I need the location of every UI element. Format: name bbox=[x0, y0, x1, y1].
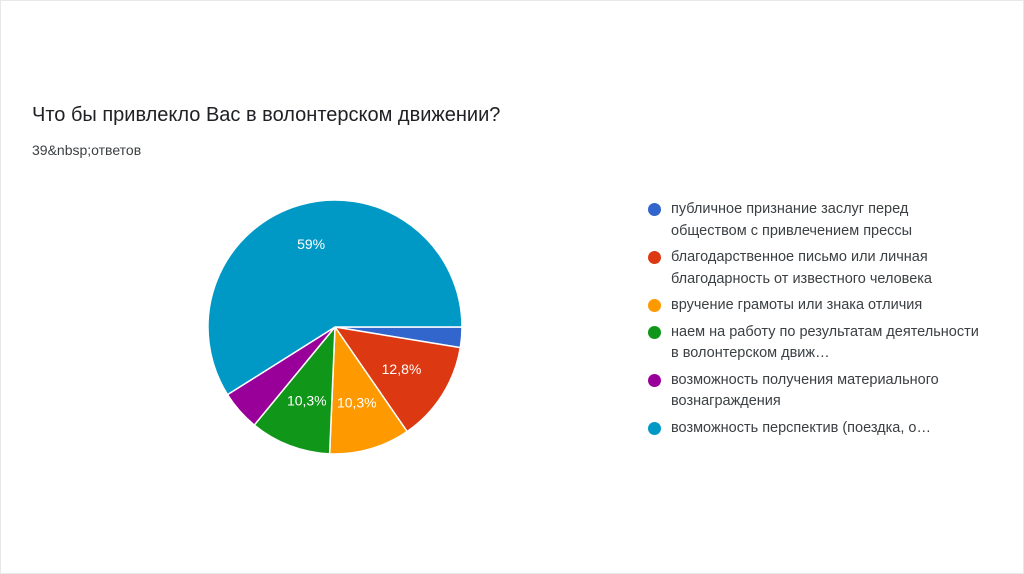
legend-label: возможность перспектив (поездка, о… bbox=[671, 419, 931, 436]
pie-slice-3 bbox=[328, 324, 409, 455]
legend-label: возможность получения материального возн… bbox=[671, 371, 939, 410]
legend-item-3: вручение грамоты или знака отличия bbox=[648, 295, 988, 317]
chart-legend: публичное признание заслуг перед обществ… bbox=[648, 199, 988, 444]
legend-item-5: возможность получения материального возн… bbox=[648, 370, 988, 413]
legend-item-2: благодарственное письмо или личная благо… bbox=[648, 247, 988, 290]
pie-slice-label-6: 59% bbox=[297, 236, 325, 252]
pie-chart: 12,8% 10,3% 10,3% 59% bbox=[207, 200, 463, 455]
legend-item-1: публичное признание заслуг перед обществ… bbox=[648, 199, 988, 242]
legend-label: вручение грамоты или знака отличия bbox=[671, 297, 923, 313]
pie-slice-label-3: 10,3% bbox=[337, 395, 377, 411]
legend-dot-icon bbox=[648, 299, 661, 312]
legend-dot-icon bbox=[648, 325, 661, 339]
legend-item-4: наем на работу по результатам деятельнос… bbox=[648, 322, 988, 365]
pie-slice-label-4: 10,3% bbox=[287, 393, 327, 409]
chart-title: Что бы привлекло Вас в волонтерском движ… bbox=[32, 104, 501, 126]
legend-dot-icon bbox=[648, 421, 661, 435]
pie-slice-2 bbox=[333, 325, 462, 433]
response-count: 39&nbsp;ответов bbox=[32, 142, 142, 158]
legend-label: благодарственное письмо или личная благо… bbox=[671, 249, 932, 287]
pie-slice-label-2: 12,8% bbox=[382, 361, 422, 377]
pie-slice-6 bbox=[207, 200, 463, 396]
pie-slice-4 bbox=[253, 324, 336, 455]
legend-dot-icon bbox=[648, 373, 661, 387]
legend-item-6: возможность перспектив (поездка, о… bbox=[648, 418, 988, 440]
legend-dot-icon bbox=[648, 203, 661, 216]
legend-dot-icon bbox=[648, 251, 661, 264]
legend-label: наем на работу по результатам деятельнос… bbox=[671, 323, 979, 362]
legend-label: публичное признание заслуг перед обществ… bbox=[671, 201, 913, 239]
